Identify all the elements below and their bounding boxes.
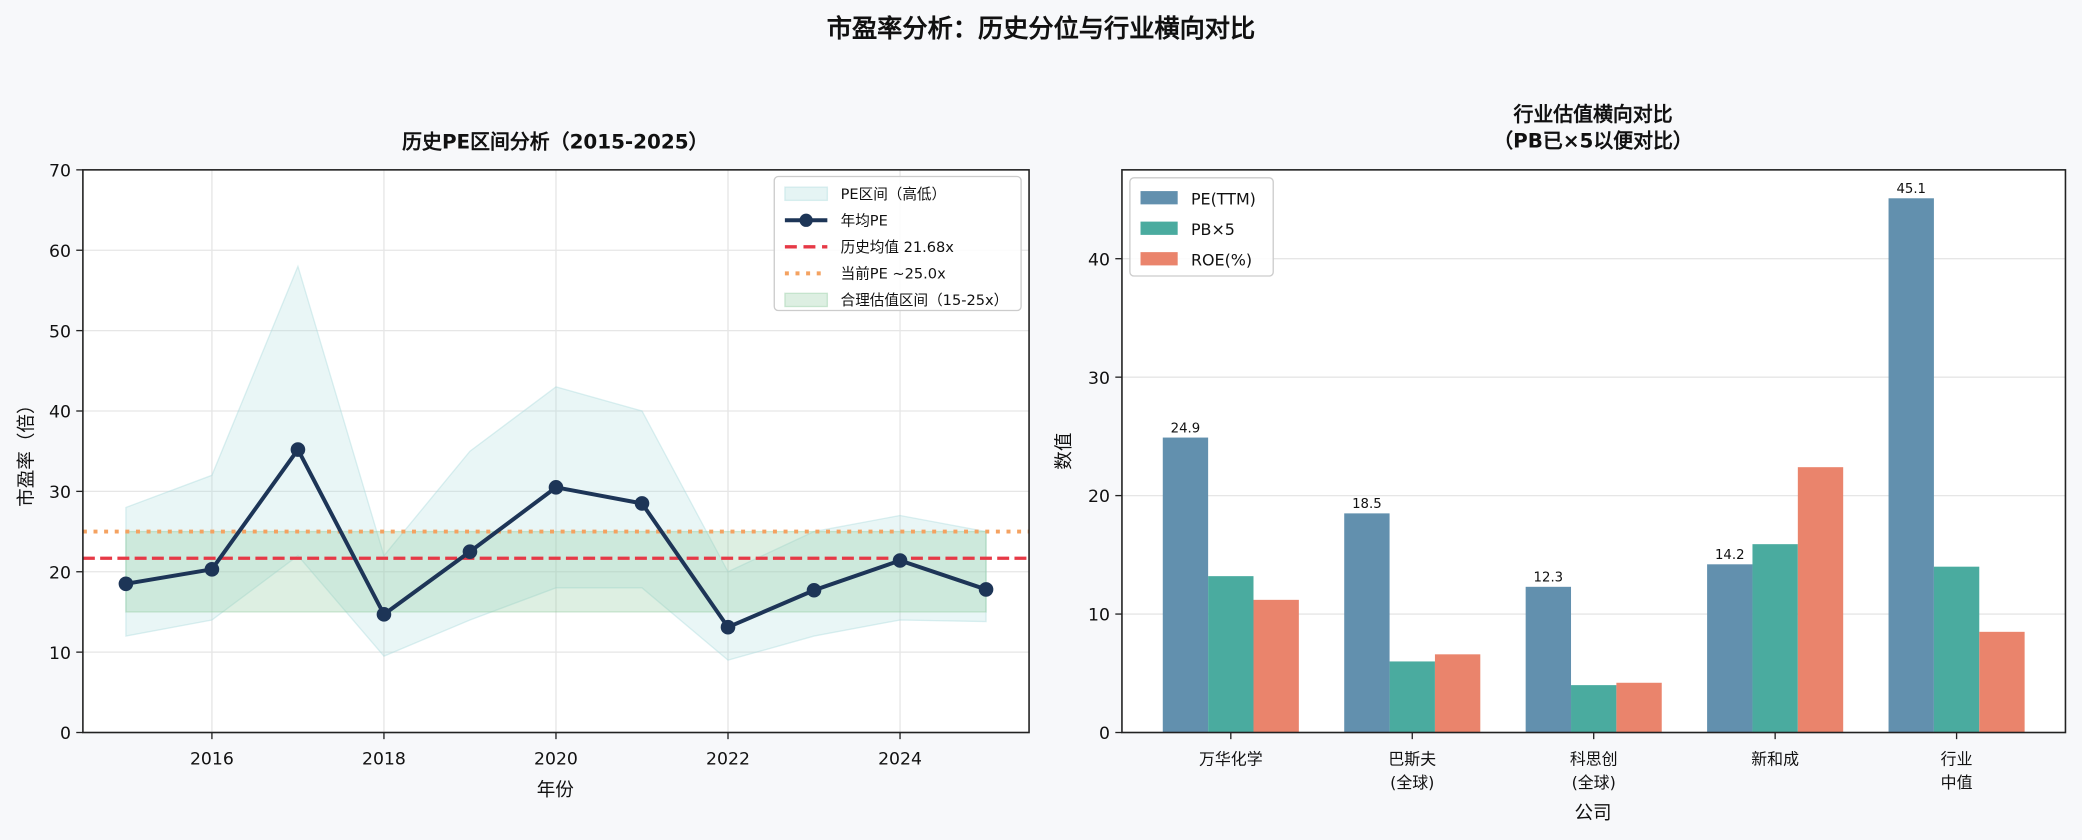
x-tick-label: 2018 — [362, 749, 406, 769]
bar-pe — [1525, 586, 1572, 733]
legend-label: PB×5 — [1191, 220, 1235, 239]
x-tick-label: (全球) — [1390, 773, 1434, 792]
bar-value-label: 12.3 — [1534, 571, 1564, 586]
x-tick-label: (全球) — [1572, 773, 1616, 792]
legend-swatch — [1140, 252, 1178, 266]
y-tick-label: 0 — [60, 724, 71, 744]
legend-label: PE(TTM) — [1191, 189, 1256, 208]
bar-pb — [1933, 566, 1980, 733]
legend-swatch — [1140, 221, 1178, 235]
bar-value-label: 18.5 — [1352, 497, 1382, 512]
x-tick-label: 行业 — [1941, 749, 1973, 768]
y-tick-label: 0 — [1099, 724, 1110, 744]
legend-box — [773, 175, 1022, 312]
y-tick-label: 40 — [49, 403, 71, 423]
y-tick-label: 20 — [1088, 487, 1110, 507]
bar-roe — [1253, 599, 1299, 733]
avg-pe-point — [462, 544, 478, 559]
y-tick-label: 70 — [49, 161, 71, 181]
legend-label: 合理估值区间（15-25x） — [841, 292, 1009, 309]
right-chart: 行业估值横向对比 （PB已×5以便对比） 公司 数值 24.9 18.5 12.3 1… — [1054, 102, 2067, 824]
right-chart-subtitle: （PB已×5以便对比） — [1493, 128, 1692, 152]
figure-suptitle: 市盈率分析：历史分位与行业横向对比 — [827, 14, 1255, 43]
left-chart-title: 历史PE区间分析（2015-2025） — [402, 131, 708, 154]
avg-pe-point — [892, 553, 908, 568]
bar-value-label: 24.9 — [1171, 421, 1201, 436]
y-tick-label: 40 — [1088, 250, 1110, 270]
x-tick-label: 巴斯夫 — [1388, 749, 1436, 768]
x-tick-label: 2016 — [190, 749, 234, 769]
y-tick-label: 30 — [1088, 369, 1110, 389]
right-chart-title: 行业估值横向对比 — [1512, 102, 1672, 126]
avg-pe-point — [376, 607, 392, 622]
y-tick-label: 20 — [49, 563, 71, 583]
y-tick-label: 60 — [49, 242, 71, 262]
avg-pe-point — [118, 576, 134, 592]
bar-roe — [1797, 467, 1844, 733]
avg-pe-point — [290, 442, 306, 457]
y-tick-label: 10 — [1088, 606, 1110, 626]
legend-label: 当前PE ~25.0x — [841, 266, 946, 283]
bar-pb — [1752, 544, 1798, 733]
avg-pe-point — [548, 480, 564, 495]
x-tick-label: 新和成 — [1751, 749, 1799, 768]
bar-value-label: 14.2 — [1715, 548, 1745, 563]
right-y-label: 数值 — [1054, 433, 1075, 470]
bar-pb — [1571, 685, 1617, 733]
bar-pe — [1888, 198, 1934, 733]
fair-valuation-band — [125, 530, 987, 613]
bar-pb — [1208, 576, 1254, 733]
avg-pe-point — [806, 582, 822, 598]
bar-value-label: 45.1 — [1896, 182, 1926, 197]
x-tick-label: 万华化学 — [1199, 749, 1263, 768]
bar-pe — [1707, 564, 1753, 733]
legend-marker — [799, 213, 813, 227]
legend-label: 年均PE — [841, 213, 888, 230]
x-tick-label: 2020 — [534, 749, 578, 769]
bar-pb — [1389, 661, 1435, 733]
x-tick-label: 中值 — [1941, 773, 1973, 792]
legend-label: 历史均值 21.68x — [841, 239, 955, 256]
left-y-label: 市盈率（倍） — [16, 395, 37, 506]
bar-roe — [1434, 654, 1481, 733]
left-x-label: 年份 — [537, 780, 575, 801]
avg-pe-point — [978, 582, 994, 597]
x-tick-label: 科思创 — [1570, 749, 1618, 768]
pe-range-band — [125, 264, 987, 661]
avg-pe-point — [204, 562, 220, 577]
x-tick-label: 2022 — [706, 749, 750, 769]
bar-pe — [1162, 437, 1209, 733]
bar-roe — [1979, 631, 2025, 733]
y-tick-label: 10 — [49, 644, 71, 664]
left-chart: 历史PE区间分析（2015-2025） 年份 市盈率（倍） 2016 2018 20… — [16, 131, 1030, 801]
y-tick-label: 50 — [49, 322, 71, 342]
legend-swatch-pe-range — [784, 186, 829, 202]
avg-pe-point — [720, 619, 736, 635]
avg-pe-point — [634, 496, 650, 511]
bar-pe — [1344, 513, 1390, 733]
y-tick-label: 30 — [49, 483, 71, 503]
legend-label: ROE(%) — [1191, 250, 1252, 269]
legend-swatch — [1140, 191, 1178, 205]
legend-swatch-fair — [784, 292, 829, 308]
right-x-label: 公司 — [1574, 803, 1611, 824]
x-tick-label: 2024 — [878, 749, 922, 769]
legend-label: PE区间（高低） — [841, 186, 946, 203]
bar-roe — [1616, 682, 1662, 733]
